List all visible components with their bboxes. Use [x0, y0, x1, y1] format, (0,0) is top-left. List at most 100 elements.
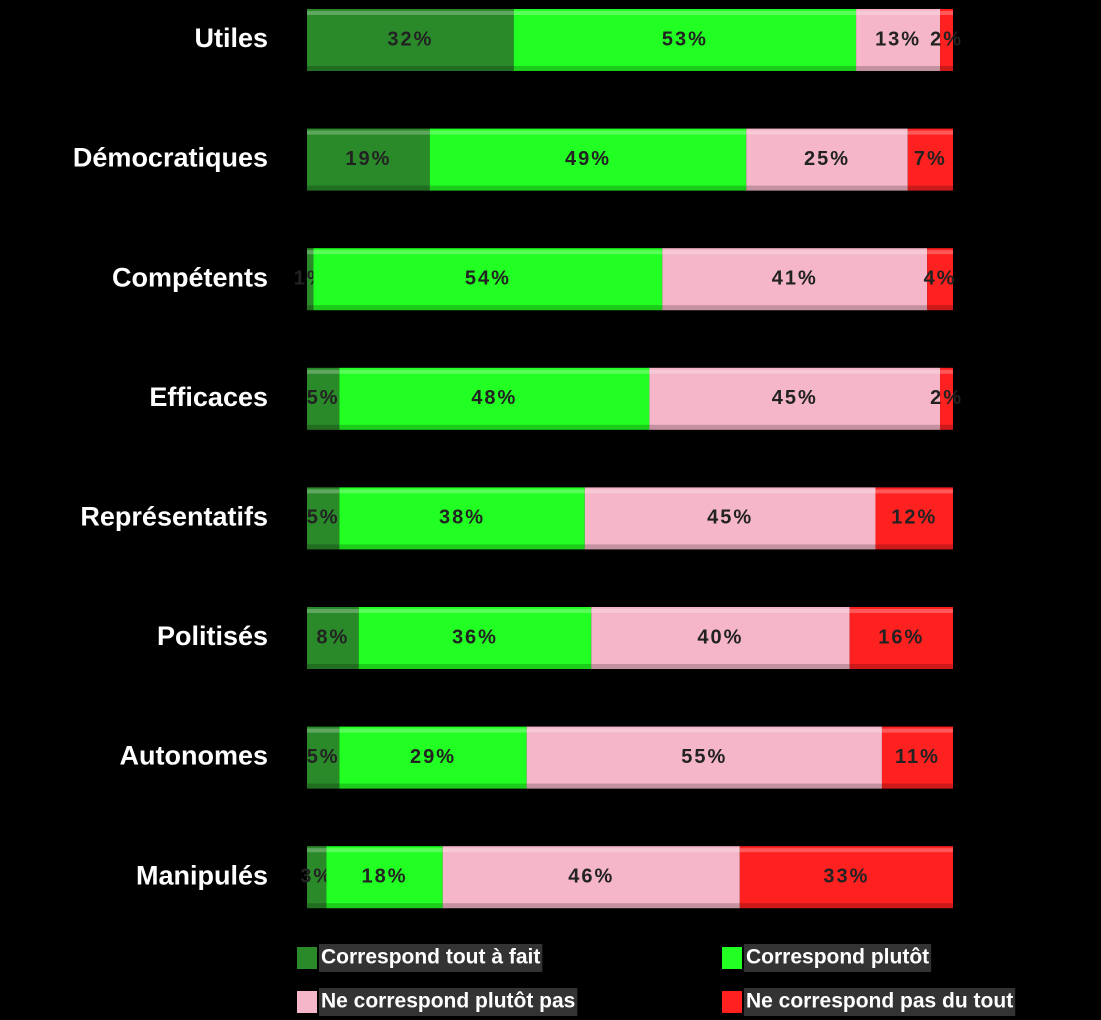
- bar-highlight: [339, 489, 585, 494]
- bar-highlight: [307, 489, 340, 494]
- category-label: Utiles: [194, 23, 268, 53]
- bar-segment: [442, 846, 740, 909]
- bar-segment: [307, 9, 514, 71]
- bar-shade: [875, 544, 953, 550]
- legend-swatch: [297, 947, 317, 969]
- bar-segment: [339, 487, 585, 550]
- bar-shade: [307, 305, 314, 311]
- value-label: 13%: [875, 28, 921, 50]
- value-label: 11%: [895, 746, 940, 768]
- bar-segment: [326, 846, 443, 909]
- legend-text-bg: [319, 988, 578, 1016]
- value-label: 48%: [471, 387, 517, 409]
- bar-highlight: [739, 848, 953, 853]
- bar-highlight: [307, 728, 340, 733]
- legend-text-bg: [744, 988, 1016, 1016]
- bar-shade: [313, 305, 663, 311]
- bar-highlight: [881, 728, 953, 733]
- bar-segment: [746, 128, 908, 191]
- bar-segment: [513, 9, 857, 71]
- legend-label: Correspond tout à fait: [321, 946, 540, 969]
- bar-segment: [875, 487, 953, 550]
- bar-highlight: [856, 11, 941, 15]
- value-label: 32%: [387, 28, 433, 50]
- bar-segment: [307, 846, 327, 909]
- value-label: 36%: [452, 626, 498, 648]
- bar-shade: [307, 66, 514, 71]
- bar-shade: [881, 783, 953, 789]
- legend-text-bg: [744, 944, 932, 972]
- bar-segment: [940, 367, 953, 430]
- bar-shade: [307, 424, 340, 430]
- value-label: 45%: [707, 507, 753, 529]
- bar-segment: [307, 248, 314, 311]
- value-label: 2%: [930, 28, 963, 50]
- bar-highlight: [307, 848, 327, 853]
- bar-shade: [584, 544, 876, 550]
- bar-highlight: [940, 369, 953, 374]
- bar-shade: [307, 664, 359, 669]
- bar-segment: [881, 726, 953, 789]
- bar-highlight: [307, 250, 314, 255]
- bar-highlight: [307, 11, 514, 15]
- bar-shade: [307, 783, 340, 789]
- bar-highlight: [746, 130, 908, 135]
- legend-swatch: [722, 947, 742, 969]
- bar-shade: [429, 185, 747, 191]
- bar-highlight: [429, 130, 747, 135]
- bar-segment: [339, 367, 650, 430]
- value-label: 49%: [565, 148, 611, 170]
- bar-segment: [307, 726, 340, 789]
- bar-shade: [849, 664, 953, 669]
- value-label: 5%: [307, 387, 340, 409]
- bar-shade: [856, 66, 941, 71]
- bar-segment: [927, 248, 953, 311]
- bar-shade: [927, 305, 953, 311]
- value-label: 12%: [891, 507, 937, 529]
- bar-shade: [307, 185, 430, 191]
- value-label: 4%: [924, 267, 957, 289]
- bar-segment: [307, 367, 340, 430]
- bar-highlight: [662, 250, 928, 255]
- value-label: 5%: [307, 507, 340, 529]
- bar-segment: [849, 607, 953, 669]
- bar-segment: [584, 487, 876, 550]
- bar-shade: [442, 903, 740, 909]
- bar-highlight: [907, 130, 953, 135]
- bar-segment: [649, 367, 941, 430]
- legend-label: Correspond plutôt: [746, 946, 929, 969]
- value-label: 55%: [681, 746, 727, 768]
- bar-segment: [429, 128, 747, 191]
- bar-shade: [746, 185, 908, 191]
- bar-highlight: [358, 609, 592, 613]
- bar-segment: [307, 607, 359, 669]
- legend-label: Ne correspond pas du tout: [746, 990, 1013, 1013]
- value-label: 5%: [307, 746, 340, 768]
- bar-shade: [339, 783, 527, 789]
- bar-segment: [591, 607, 850, 669]
- bar-segment: [940, 9, 953, 71]
- bar-highlight: [591, 609, 850, 613]
- value-label: 3%: [300, 865, 333, 887]
- bar-highlight: [307, 609, 359, 613]
- bar-shade: [526, 783, 882, 789]
- bar-shade: [739, 903, 953, 909]
- bar-highlight: [513, 11, 857, 15]
- bar-shade: [591, 664, 850, 669]
- bar-highlight: [584, 489, 876, 494]
- legend-label: Ne correspond plutôt pas: [321, 990, 575, 1013]
- value-label: 54%: [465, 267, 511, 289]
- value-label: 16%: [878, 626, 924, 648]
- bar-highlight: [526, 728, 882, 733]
- bar-shade: [513, 66, 857, 71]
- bar-highlight: [307, 369, 340, 374]
- bar-highlight: [339, 369, 650, 374]
- value-label: 45%: [772, 387, 818, 409]
- bar-highlight: [313, 250, 663, 255]
- category-label: Autonomes: [120, 741, 269, 771]
- legend-text-bg: [319, 944, 543, 972]
- category-label: Démocratiques: [73, 143, 268, 173]
- bar-highlight: [649, 369, 941, 374]
